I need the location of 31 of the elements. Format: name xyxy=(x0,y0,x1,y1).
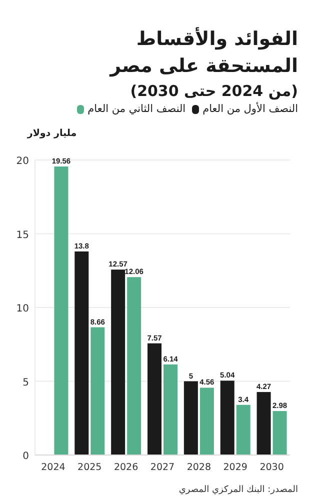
x-tick-label: 2027 xyxy=(150,462,175,473)
legend-label: النصف الأول من العام xyxy=(202,103,298,115)
bar xyxy=(111,270,126,455)
x-tick-label: 2024 xyxy=(41,462,66,473)
y-tick-label: 20 xyxy=(16,156,29,167)
y-tick-label: 10 xyxy=(16,304,29,314)
legend-label: النصف الثاني من العام xyxy=(88,103,186,115)
bar xyxy=(74,251,89,455)
y-axis-title: مليار دولار xyxy=(26,128,77,139)
y-tick-label: 5 xyxy=(22,377,29,388)
bar xyxy=(127,277,142,455)
x-tick-label: 2029 xyxy=(223,462,248,473)
chart-subtitle: (من 2024 حتى 2030) xyxy=(129,82,298,100)
x-tick-label: 2030 xyxy=(260,462,284,473)
bar xyxy=(184,381,198,455)
bar xyxy=(256,392,271,455)
bar xyxy=(90,327,105,455)
bar xyxy=(148,343,162,455)
bar xyxy=(164,364,178,455)
x-tick-label: 2026 xyxy=(114,462,138,473)
bar xyxy=(272,411,287,455)
x-tick-label: 2028 xyxy=(186,462,212,473)
bar xyxy=(220,380,234,455)
bar xyxy=(236,404,250,455)
x-tick-label: 2025 xyxy=(78,462,102,473)
y-tick-label: 15 xyxy=(16,230,29,241)
y-tick-label: 0 xyxy=(22,451,29,462)
chart-title: الفوائد والأقساط المستحقة على مصر xyxy=(108,26,298,79)
bar xyxy=(200,388,214,455)
text: المصدر: البنك المركزي المصري xyxy=(178,485,298,495)
bar xyxy=(54,166,68,455)
